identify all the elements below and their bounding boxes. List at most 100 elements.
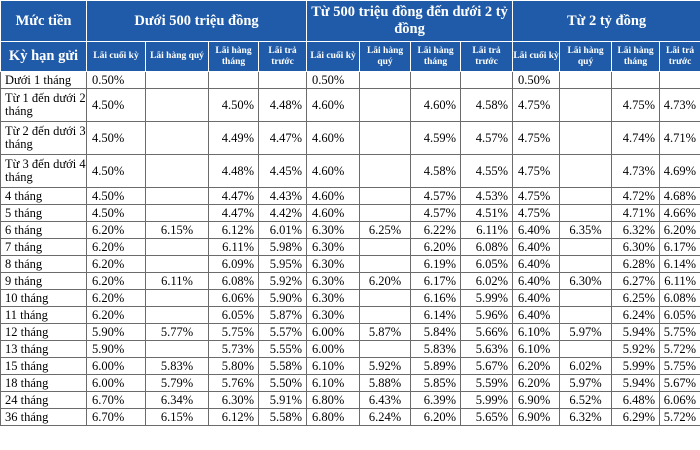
rate-table-body: Dưới 1 tháng 0.50% 0.50% 0.50% Từ 1 đến dưới… (0, 71, 700, 426)
rate-cell: 6.06% (208, 289, 259, 307)
rate-cell: 6.25% (359, 221, 412, 239)
rate-cell: 6.20% (86, 221, 146, 239)
rate-cell: 6.12% (208, 408, 259, 426)
rate-cell (559, 306, 613, 324)
rate-cell: 6.48% (611, 391, 661, 409)
rate-cell: 4.58% (410, 154, 462, 188)
rate-cell: 4.47% (208, 187, 259, 205)
rate-cell: 6.11% (145, 272, 209, 290)
rate-cell (559, 187, 613, 205)
rate-cell (145, 238, 209, 256)
rate-cell: 5.87% (359, 323, 412, 341)
group-header-over-2b: Từ 2 tỷ đồng (512, 0, 700, 42)
rate-cell: 4.75% (512, 204, 561, 222)
rate-cell: 5.98% (257, 238, 308, 256)
rate-cell (460, 71, 514, 89)
subcolumn-header: Lãi cuối kỳ (306, 41, 361, 72)
rate-cell: 6.00% (86, 374, 146, 392)
rate-cell: 5.75% (659, 323, 700, 341)
rate-cell: 6.30% (208, 391, 259, 409)
rate-cell (145, 154, 209, 188)
rate-cell (145, 306, 209, 324)
rate-cell (145, 340, 209, 358)
rate-cell: 6.02% (460, 272, 514, 290)
rate-cell: 5.72% (659, 408, 700, 426)
rate-cell: 5.67% (659, 374, 700, 392)
rate-cell: 4.59% (410, 121, 462, 155)
rate-cell: 4.50% (86, 121, 146, 155)
rate-cell: 5.80% (208, 357, 259, 375)
rate-cell: 5.97% (559, 374, 613, 392)
rate-cell: 4.71% (659, 121, 700, 155)
rate-cell: 6.30% (559, 272, 613, 290)
rate-cell: 6.20% (512, 357, 561, 375)
rate-cell: 4.47% (257, 121, 308, 155)
rate-cell (659, 71, 700, 89)
rate-cell: 4.47% (208, 204, 259, 222)
rate-cell: 5.57% (257, 323, 308, 341)
rate-cell: 6.02% (559, 357, 613, 375)
rate-cell: 6.29% (611, 408, 661, 426)
term-cell: Từ 3 đến dưới 4 tháng (0, 154, 87, 188)
corner-amount-header: Mức tiền (0, 0, 87, 42)
table-row: Từ 3 đến dưới 4 tháng 4.50% 4.48% 4.45% 4.60… (0, 154, 700, 188)
rate-cell: 6.80% (306, 408, 361, 426)
rate-cell: 6.08% (208, 272, 259, 290)
rate-cell: 4.43% (257, 187, 308, 205)
rate-cell: 4.50% (86, 204, 146, 222)
rate-cell (359, 306, 412, 324)
rate-cell: 4.58% (460, 88, 514, 122)
rate-cell: 4.60% (306, 204, 361, 222)
subcolumn-header: Lãi hàng quý (359, 41, 412, 72)
rate-cell: 6.17% (410, 272, 462, 290)
rate-cell: 5.90% (86, 323, 146, 341)
rate-cell: 6.27% (611, 272, 661, 290)
rate-cell: 6.70% (86, 391, 146, 409)
rate-cell (359, 255, 412, 273)
table-row: 10 tháng 6.20% 6.06% 5.90% 6.30% 6.16% 5.99% 6.… (0, 289, 700, 307)
rate-cell: 5.96% (460, 306, 514, 324)
rate-cell: 6.00% (306, 340, 361, 358)
rate-cell: 6.30% (306, 272, 361, 290)
rate-cell: 5.99% (460, 391, 514, 409)
table-row: 9 tháng 6.20% 6.11% 6.08% 5.92% 6.30% 6.20% 6.1… (0, 272, 700, 290)
rate-cell (359, 340, 412, 358)
rate-cell: 6.25% (611, 289, 661, 307)
rate-cell: 6.11% (659, 272, 700, 290)
rate-cell: 4.50% (86, 154, 146, 188)
interest-rate-table: Mức tiền Dưới 500 triệu đồng Từ 500 triệ… (0, 0, 700, 426)
rate-cell (359, 154, 412, 188)
rate-cell: 6.30% (611, 238, 661, 256)
table-row: 13 tháng 5.90% 5.73% 5.55% 6.00% 5.83% 5.63% 6.… (0, 340, 700, 358)
rate-cell (559, 289, 613, 307)
group-header-500m-to-2b: Từ 500 triệu đồng đến dưới 2 tỷ đồng (306, 0, 514, 42)
rate-cell: 6.30% (306, 306, 361, 324)
rate-cell (559, 204, 613, 222)
rate-cell: 5.75% (208, 323, 259, 341)
rate-cell: 6.11% (460, 221, 514, 239)
subcolumn-header: Lãi hàng tháng (611, 41, 661, 72)
rate-cell: 4.57% (410, 204, 462, 222)
rate-cell: 5.99% (460, 289, 514, 307)
rate-cell: 6.01% (257, 221, 308, 239)
table-row: 6 tháng 6.20% 6.15% 6.12% 6.01% 6.30% 6.25% 6.2… (0, 221, 700, 239)
rate-cell: 4.48% (208, 154, 259, 188)
rate-cell (559, 255, 613, 273)
rate-cell: 5.58% (257, 408, 308, 426)
rate-cell: 6.10% (512, 323, 561, 341)
rate-cell: 4.75% (512, 121, 561, 155)
rate-cell: 6.15% (145, 408, 209, 426)
rate-cell (145, 187, 209, 205)
term-cell: 7 tháng (0, 238, 87, 256)
rate-cell (145, 289, 209, 307)
rate-cell (145, 204, 209, 222)
rate-cell (359, 204, 412, 222)
rate-cell (145, 121, 209, 155)
table-row: 4 tháng 4.50% 4.47% 4.43% 4.60% 4.57% 4.53% 4.7… (0, 187, 700, 205)
rate-cell: 6.30% (306, 238, 361, 256)
rate-cell: 6.05% (208, 306, 259, 324)
rate-cell (611, 71, 661, 89)
rate-cell: 5.83% (145, 357, 209, 375)
table-row: 36 tháng 6.70% 6.15% 6.12% 5.58% 6.80% 6.24% 6.… (0, 408, 700, 426)
rate-cell: 6.40% (512, 255, 561, 273)
